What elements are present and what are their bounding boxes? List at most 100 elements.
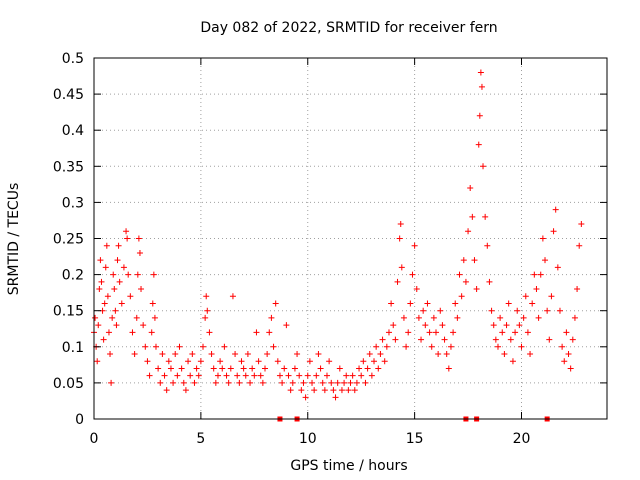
data-point — [351, 387, 358, 394]
data-point — [103, 242, 110, 249]
data-point — [488, 307, 495, 314]
data-point — [270, 343, 277, 350]
data-point — [189, 351, 196, 358]
data-point — [424, 300, 431, 307]
data-point — [296, 372, 303, 379]
data-point — [223, 372, 230, 379]
data-point — [409, 271, 416, 278]
data-point — [456, 271, 463, 278]
data-point — [264, 351, 271, 358]
data-point — [298, 387, 305, 394]
data-point — [441, 336, 448, 343]
y-tick-label: 0 — [75, 412, 84, 428]
data-point — [276, 372, 283, 379]
data-point — [294, 351, 301, 358]
data-point — [415, 314, 422, 321]
data-point — [349, 372, 356, 379]
data-point — [492, 336, 499, 343]
data-point — [443, 351, 450, 358]
data-point — [460, 257, 467, 264]
data-point — [115, 242, 122, 249]
data-point — [195, 372, 202, 379]
data-point — [109, 314, 116, 321]
y-tick-label: 0.15 — [53, 304, 84, 320]
data-point — [152, 343, 159, 350]
data-point — [336, 365, 343, 372]
data-point — [375, 365, 382, 372]
marks-layer — [91, 69, 585, 422]
data-point — [111, 286, 118, 293]
data-point — [302, 394, 309, 401]
data-point — [326, 358, 333, 365]
data-point — [212, 379, 219, 386]
grid-layer — [94, 58, 607, 419]
data-point — [520, 314, 527, 321]
data-point — [202, 314, 209, 321]
data-point — [394, 278, 401, 285]
data-point — [537, 271, 544, 278]
data-point — [125, 271, 132, 278]
data-point — [180, 379, 187, 386]
y-tick-label: 0.05 — [53, 376, 84, 392]
ticks-layer: 0 0.05 0.1 0.15 0.2 0.25 0.3 0.35 0.4 0.45 0.5 0 5 10… — [53, 51, 607, 447]
data-point — [161, 372, 168, 379]
data-point — [148, 329, 155, 336]
data-point — [124, 235, 131, 242]
data-point — [477, 69, 484, 76]
data-point — [120, 264, 127, 271]
data-point — [323, 372, 330, 379]
data-point — [383, 343, 390, 350]
data-point — [556, 307, 563, 314]
data-point — [266, 329, 273, 336]
data-point — [482, 213, 489, 220]
data-point — [306, 358, 313, 365]
data-point — [149, 300, 156, 307]
y-tick-label: 0.3 — [62, 195, 84, 211]
data-point — [97, 257, 104, 264]
data-point — [165, 358, 172, 365]
data-point — [465, 228, 472, 235]
data-point — [546, 336, 553, 343]
data-point — [309, 379, 316, 386]
data-point — [503, 322, 510, 329]
y-tick-label: 0.35 — [53, 159, 84, 175]
data-point — [107, 351, 114, 358]
data-point — [187, 372, 194, 379]
data-point — [159, 351, 166, 358]
data-point — [569, 336, 576, 343]
data-point — [486, 278, 493, 285]
x-tick-label: 10 — [299, 431, 317, 447]
data-point — [452, 300, 459, 307]
data-point — [242, 372, 249, 379]
data-point — [565, 351, 572, 358]
data-point — [439, 322, 446, 329]
data-point — [283, 322, 290, 329]
data-point — [155, 365, 162, 372]
data-point — [450, 329, 457, 336]
data-point — [494, 343, 501, 350]
data-point — [343, 372, 350, 379]
data-point — [524, 329, 531, 336]
data-point — [516, 322, 523, 329]
data-point — [418, 336, 425, 343]
y-tick-label: 0.4 — [62, 123, 84, 139]
x-tick-label: 5 — [196, 431, 205, 447]
data-point — [353, 379, 360, 386]
data-point — [364, 365, 371, 372]
data-point — [255, 358, 262, 365]
data-point — [281, 365, 288, 372]
data-point — [539, 235, 546, 242]
data-point — [100, 336, 107, 343]
data-point — [422, 322, 429, 329]
data-point — [151, 314, 158, 321]
data-point — [552, 206, 559, 213]
data-point — [426, 329, 433, 336]
data-point — [437, 307, 444, 314]
data-point — [381, 358, 388, 365]
data-point — [478, 83, 485, 90]
x-tick-label: 20 — [513, 431, 531, 447]
data-point — [140, 322, 147, 329]
data-point — [330, 387, 337, 394]
data-point — [469, 213, 476, 220]
data-point — [104, 293, 111, 300]
